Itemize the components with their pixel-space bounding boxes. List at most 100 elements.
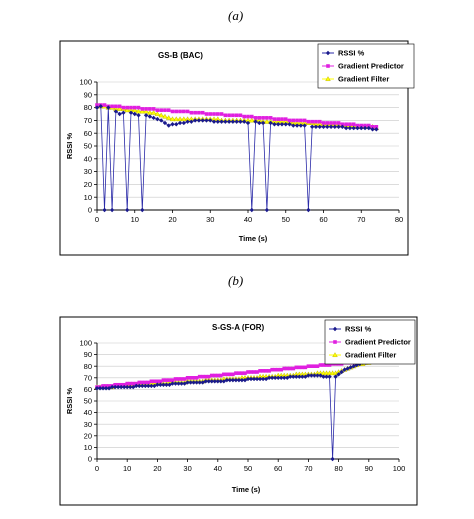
data-point xyxy=(253,116,258,120)
data-point xyxy=(282,366,287,371)
data-point xyxy=(98,104,103,109)
data-point xyxy=(203,374,208,379)
data-point xyxy=(367,123,371,128)
data-point xyxy=(118,384,124,390)
data-point xyxy=(182,377,187,381)
data-point xyxy=(317,124,322,129)
legend-label: RSSI % xyxy=(338,49,365,58)
y-tick-label: 90 xyxy=(84,90,92,99)
legend-label: Gradient Predictor xyxy=(345,338,411,347)
data-point xyxy=(122,382,126,387)
y-tick-label: 30 xyxy=(84,420,92,429)
legend-marker xyxy=(333,340,337,344)
data-point xyxy=(155,379,160,384)
data-point xyxy=(174,122,179,127)
data-point xyxy=(336,121,341,125)
data-point xyxy=(161,382,166,387)
y-tick-label: 20 xyxy=(84,180,92,189)
data-point xyxy=(107,384,111,388)
data-point xyxy=(245,120,251,126)
data-point xyxy=(359,123,364,128)
data-point xyxy=(204,112,209,116)
data-point xyxy=(236,377,242,383)
data-point xyxy=(279,375,284,380)
data-point xyxy=(197,380,202,385)
chart-b: 0 10 20 30 40 50 60 70 80 90 100 0 10 20 30 40 50 60 70 80 9… xyxy=(59,316,418,506)
data-point xyxy=(119,382,123,387)
data-point xyxy=(194,376,199,380)
data-point xyxy=(279,367,284,372)
data-point xyxy=(315,373,320,378)
data-point xyxy=(325,124,330,129)
data-point xyxy=(302,118,307,123)
data-point xyxy=(264,207,270,213)
data-point xyxy=(113,382,117,387)
data-point xyxy=(321,374,326,379)
x-tick-label: 10 xyxy=(123,464,131,473)
data-point xyxy=(223,113,228,118)
data-point xyxy=(276,375,281,380)
data-point xyxy=(219,119,224,124)
data-point xyxy=(312,373,317,378)
data-point xyxy=(102,103,107,107)
data-point xyxy=(234,113,239,118)
data-point xyxy=(287,122,292,127)
x-tick-label: 40 xyxy=(214,464,222,473)
data-point xyxy=(121,110,126,115)
data-point xyxy=(225,372,229,377)
data-point xyxy=(191,376,196,380)
data-point xyxy=(104,384,108,388)
data-point xyxy=(197,110,201,115)
data-point xyxy=(102,207,107,213)
data-point xyxy=(121,384,127,390)
data-point xyxy=(181,120,187,126)
data-point xyxy=(227,377,233,383)
y-axis-label: RSSI % xyxy=(65,388,74,415)
data-point xyxy=(136,113,141,118)
legend-marker xyxy=(332,326,338,332)
data-point xyxy=(158,118,164,123)
data-point xyxy=(249,114,254,119)
data-point xyxy=(150,109,157,115)
x-tick-label: 40 xyxy=(244,215,252,224)
data-point xyxy=(162,120,168,126)
y-axis-label: RSSI % xyxy=(65,133,74,160)
data-point xyxy=(333,121,337,125)
data-point xyxy=(211,119,217,124)
data-point xyxy=(140,383,145,389)
data-point xyxy=(272,122,277,127)
data-point xyxy=(266,375,272,380)
data-point xyxy=(209,373,214,378)
x-tick-label: 100 xyxy=(393,464,406,473)
data-point xyxy=(166,123,171,128)
data-point xyxy=(317,119,322,124)
data-point xyxy=(208,112,213,116)
data-point xyxy=(306,364,311,368)
data-point xyxy=(227,113,231,118)
x-axis-label: Time (s) xyxy=(239,234,268,243)
data-point xyxy=(333,374,338,379)
data-point xyxy=(125,105,129,110)
data-point xyxy=(182,109,186,114)
data-point xyxy=(164,378,169,382)
data-point xyxy=(147,114,153,119)
data-point xyxy=(321,121,326,125)
y-tick-label: 100 xyxy=(79,339,92,348)
data-point xyxy=(100,386,106,391)
data-point xyxy=(200,110,205,115)
data-point xyxy=(291,123,296,128)
data-point xyxy=(203,379,208,384)
data-point xyxy=(136,105,141,110)
data-point xyxy=(285,366,290,371)
y-tick-label: 50 xyxy=(84,142,92,151)
data-point xyxy=(351,125,356,131)
data-point xyxy=(231,113,235,118)
data-point xyxy=(291,366,296,371)
data-point xyxy=(276,367,280,372)
data-point xyxy=(294,123,300,128)
y-tick-label: 30 xyxy=(84,167,92,176)
data-point xyxy=(164,382,169,387)
data-point xyxy=(113,109,119,114)
data-point xyxy=(324,363,329,367)
data-point xyxy=(327,374,332,379)
